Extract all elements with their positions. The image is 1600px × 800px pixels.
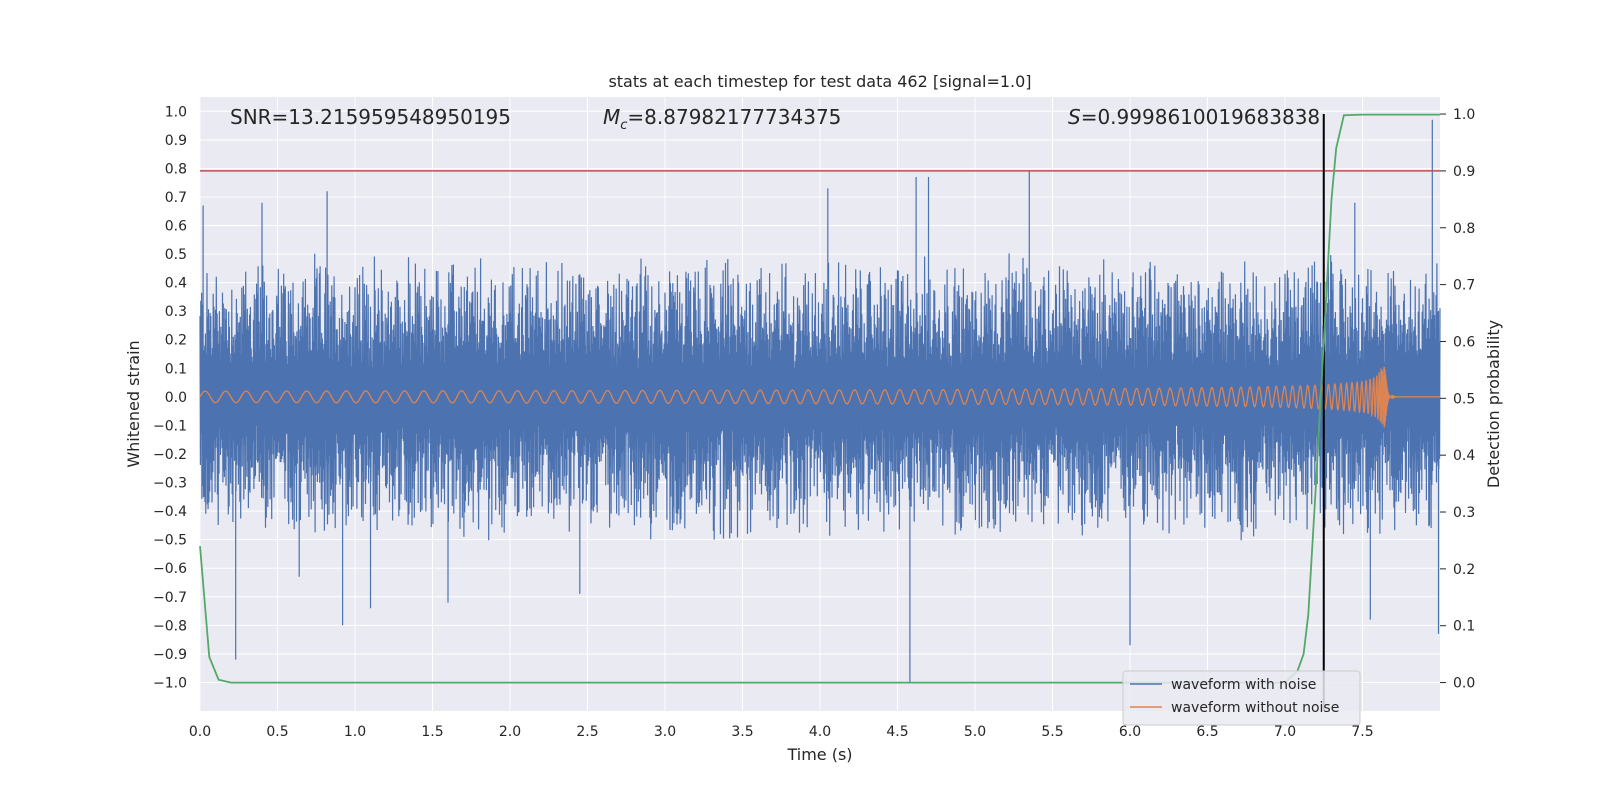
series-line-detection-probability bbox=[199, 113, 1440, 684]
y2-tick-label: 0.0 bbox=[1453, 676, 1475, 692]
series-line-noisy bbox=[199, 119, 1441, 683]
y-tick-label: −0.6 bbox=[153, 561, 187, 577]
chirp-mass-symbol: M bbox=[603, 105, 620, 129]
y-tick-label: −0.3 bbox=[153, 476, 187, 492]
x-axis-label: Time (s) bbox=[786, 745, 852, 764]
y2-tick-label: 0.7 bbox=[1453, 278, 1475, 294]
chirp-mass-subscript: c bbox=[620, 118, 627, 133]
x-tick-label: 0.5 bbox=[266, 724, 288, 740]
x-tick-label: 2.0 bbox=[499, 724, 521, 740]
series-line-clean bbox=[199, 366, 1440, 428]
y-tick-label: −0.8 bbox=[153, 618, 187, 634]
x-tick-label: 3.0 bbox=[654, 724, 676, 740]
y2-tick-label: 0.6 bbox=[1453, 334, 1475, 350]
y-tick-label: 0.7 bbox=[165, 190, 187, 206]
x-tick-label: 7.0 bbox=[1274, 724, 1296, 740]
y2-tick-label: 1.0 bbox=[1453, 107, 1475, 123]
y-tick-label: 0.2 bbox=[165, 333, 187, 349]
x-tick-label: 5.0 bbox=[964, 724, 986, 740]
data-layer bbox=[199, 113, 1441, 711]
y-tick-label: 0.1 bbox=[165, 361, 187, 377]
y-tick-label: 0.5 bbox=[165, 247, 187, 263]
x-tick-label: 0.0 bbox=[189, 724, 211, 740]
y-tick-label: 0.9 bbox=[165, 133, 187, 149]
x-tick-label: 4.5 bbox=[886, 724, 908, 740]
legend-label-clean: waveform without noise bbox=[1171, 700, 1339, 716]
y2-tick-label: 0.1 bbox=[1453, 619, 1475, 635]
score-symbol: S bbox=[1068, 105, 1081, 129]
y-axis-label: Whitened strain bbox=[124, 340, 143, 467]
y-tick-label: 0.4 bbox=[165, 276, 187, 292]
y-tick-label: −0.7 bbox=[153, 590, 187, 606]
x-tick-label: 6.5 bbox=[1196, 724, 1218, 740]
x-tick-label: 5.5 bbox=[1041, 724, 1063, 740]
axes-layer: 0.0 0.5 1.0 1.5 2.0 2.5 3.0 3.5 4.0 4.5 5.0 5.5 6.0 6… bbox=[153, 104, 1475, 740]
x-tick-label: 4.0 bbox=[809, 724, 831, 740]
y-tick-label: −0.2 bbox=[153, 447, 187, 463]
y-tick-label: −0.5 bbox=[153, 533, 187, 549]
x-tick-label: 2.5 bbox=[576, 724, 598, 740]
chirp-mass-value: =8.87982177734375 bbox=[627, 105, 841, 129]
y2-tick-label: 0.2 bbox=[1453, 562, 1475, 578]
snr-annotation: SNR=13.215959548950195 bbox=[230, 105, 511, 129]
y-tick-label: 1.0 bbox=[165, 104, 187, 120]
y-tick-label: −0.9 bbox=[153, 647, 187, 663]
chart-title: stats at each timestep for test data 462… bbox=[608, 72, 1031, 91]
y-tick-label: 0.8 bbox=[165, 161, 187, 177]
y-tick-label: 0.3 bbox=[165, 304, 187, 320]
x-tick-label: 1.0 bbox=[344, 724, 366, 740]
legend: waveform with noise waveform without noi… bbox=[1122, 670, 1361, 726]
y-tick-label: −1.0 bbox=[153, 675, 187, 691]
y-tick-label: −0.1 bbox=[153, 418, 187, 434]
legend-label-noisy: waveform with noise bbox=[1171, 677, 1316, 693]
score-annotation: S=0.9998610019683838 bbox=[1068, 105, 1320, 129]
y2-tick-label: 0.4 bbox=[1453, 448, 1475, 464]
y2-tick-label: 0.5 bbox=[1453, 391, 1475, 407]
score-value: =0.9998610019683838 bbox=[1081, 105, 1320, 129]
x-tick-label: 3.5 bbox=[731, 724, 753, 740]
y-tick-label: −0.4 bbox=[153, 504, 187, 520]
y2-tick-label: 0.3 bbox=[1453, 505, 1475, 521]
y-tick-label: 0.0 bbox=[165, 390, 187, 406]
x-tick-label: 1.5 bbox=[421, 724, 443, 740]
x-tick-label: 6.0 bbox=[1119, 724, 1141, 740]
legend-box bbox=[1122, 670, 1361, 726]
y2-tick-label: 0.8 bbox=[1453, 221, 1475, 237]
y-tick-label: 0.6 bbox=[165, 219, 187, 235]
chirp-mass-annotation: Mc=8.87982177734375 bbox=[603, 105, 841, 133]
y2-tick-label: 0.9 bbox=[1453, 164, 1475, 180]
x-tick-label: 7.5 bbox=[1351, 724, 1373, 740]
y2-axis-label: Detection probability bbox=[1484, 320, 1503, 488]
